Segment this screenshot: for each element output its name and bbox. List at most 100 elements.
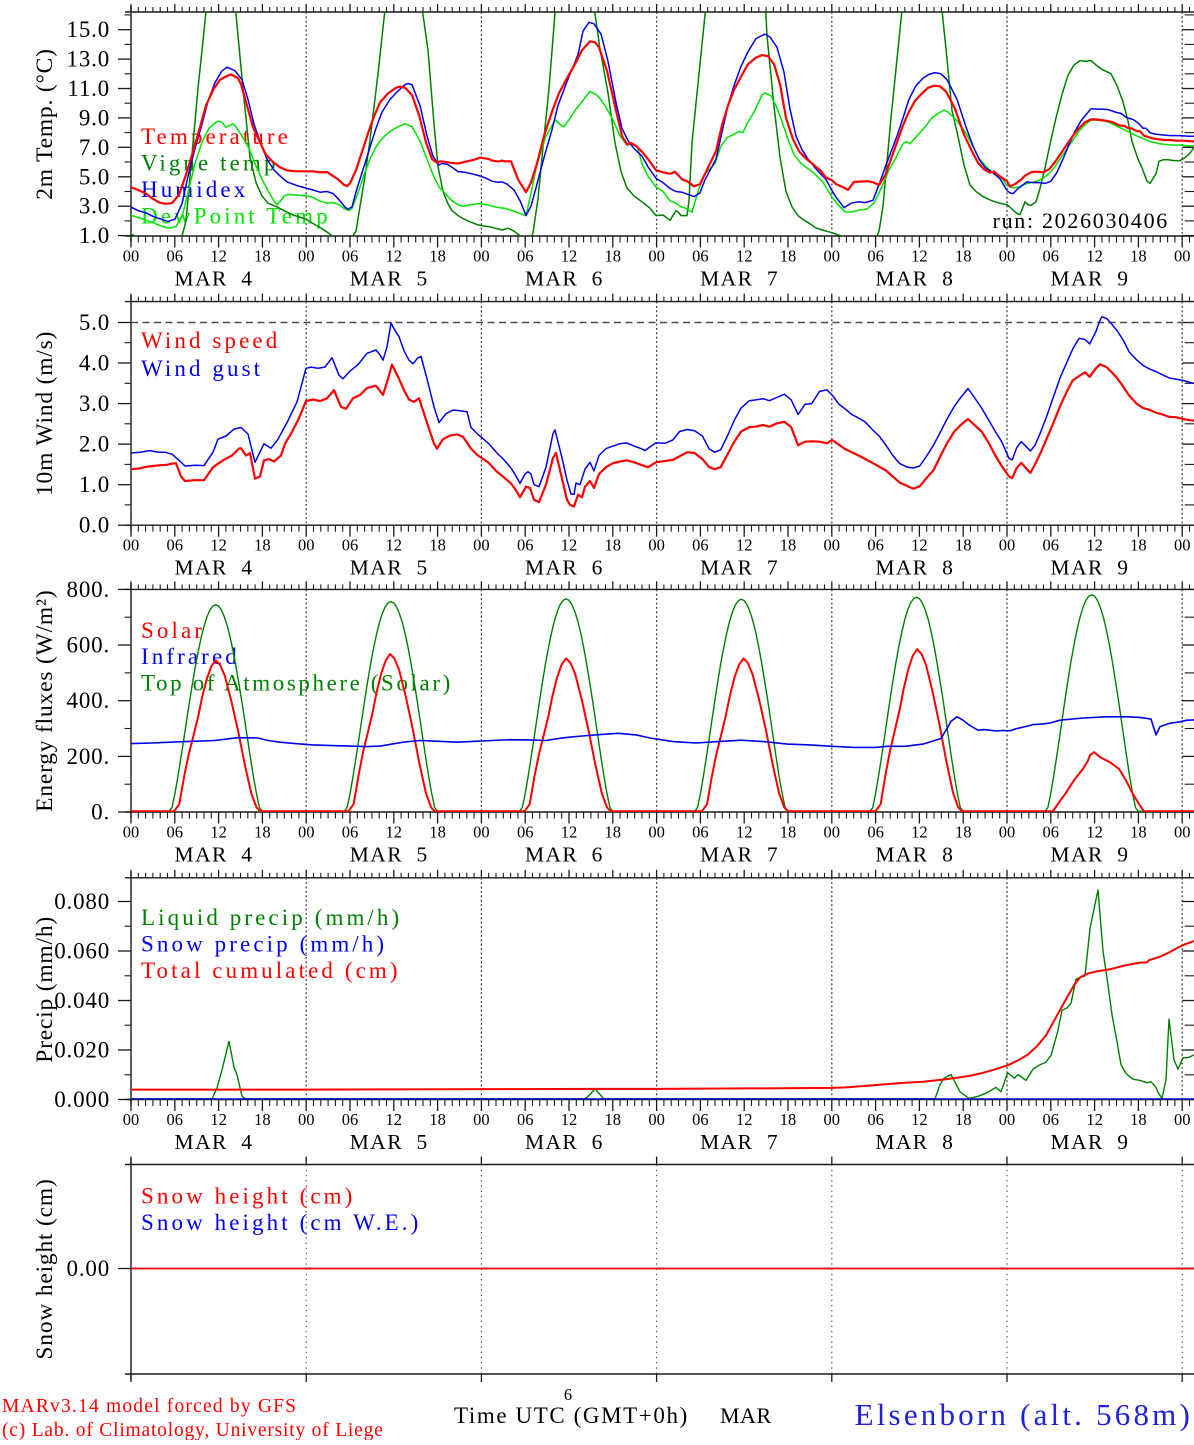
svg-text:06: 06	[692, 247, 709, 266]
svg-text:11.0: 11.0	[67, 76, 110, 101]
svg-text:00: 00	[648, 1110, 665, 1129]
svg-text:4.0: 4.0	[79, 351, 110, 376]
svg-text:MAR 4: MAR 4	[175, 267, 254, 291]
svg-text:06: 06	[867, 536, 884, 555]
svg-text:12: 12	[1086, 536, 1103, 555]
svg-text:MAR 5: MAR 5	[350, 1130, 429, 1154]
svg-text:00: 00	[999, 1110, 1016, 1129]
svg-text:MAR 7: MAR 7	[700, 1130, 779, 1154]
svg-text:00: 00	[1174, 823, 1191, 842]
svg-text:18: 18	[254, 536, 271, 555]
svg-text:12: 12	[911, 1110, 928, 1129]
svg-text:18: 18	[429, 1110, 446, 1129]
svg-text:00: 00	[999, 536, 1016, 555]
svg-text:00: 00	[298, 1110, 315, 1129]
svg-text:Liquid precip (mm/h): Liquid precip (mm/h)	[141, 905, 402, 930]
svg-text:MAR 9: MAR 9	[1051, 267, 1130, 291]
svg-text:00: 00	[123, 823, 140, 842]
svg-text:00: 00	[1174, 1110, 1191, 1129]
svg-text:0.040: 0.040	[54, 988, 110, 1013]
svg-text:Snow height (cm): Snow height (cm)	[141, 1183, 355, 1208]
svg-text:MAR: MAR	[720, 1403, 772, 1428]
svg-text:(c) Lab. of Climatology, Unive: (c) Lab. of Climatology, University of L…	[2, 1420, 384, 1440]
svg-text:15.0: 15.0	[67, 17, 110, 42]
svg-text:18: 18	[254, 823, 271, 842]
svg-text:Energy fluxes (W/m²): Energy fluxes (W/m²)	[32, 590, 58, 812]
svg-text:Snow height (cm): Snow height (cm)	[32, 1178, 58, 1359]
svg-text:0.080: 0.080	[54, 889, 110, 914]
svg-text:13.0: 13.0	[67, 47, 110, 72]
svg-text:MAR 9: MAR 9	[1051, 1130, 1130, 1154]
svg-text:06: 06	[517, 823, 534, 842]
svg-text:18: 18	[780, 823, 797, 842]
svg-text:Wind speed: Wind speed	[141, 328, 280, 353]
svg-text:2m Temp. (°C): 2m Temp. (°C)	[32, 48, 58, 200]
svg-text:MAR 5: MAR 5	[350, 843, 429, 867]
svg-text:18: 18	[955, 536, 972, 555]
svg-text:12: 12	[210, 1110, 227, 1129]
svg-text:06: 06	[167, 247, 184, 266]
svg-text:Top of Atmosphere (Solar): Top of Atmosphere (Solar)	[141, 671, 453, 696]
svg-text:18: 18	[780, 1110, 797, 1129]
svg-text:MAR 8: MAR 8	[875, 843, 954, 867]
svg-text:2.0: 2.0	[79, 432, 110, 457]
svg-text:10m Wind (m/s): 10m Wind (m/s)	[32, 331, 58, 496]
svg-text:12: 12	[386, 823, 403, 842]
svg-text:06: 06	[167, 823, 184, 842]
svg-text:MAR 8: MAR 8	[875, 556, 954, 580]
svg-text:18: 18	[254, 247, 271, 266]
svg-text:06: 06	[167, 536, 184, 555]
svg-text:MAR 9: MAR 9	[1051, 843, 1130, 867]
svg-text:Time UTC (GMT+0h): Time UTC (GMT+0h)	[454, 1403, 689, 1428]
svg-text:Wind gust: Wind gust	[141, 356, 263, 381]
svg-text:3.0: 3.0	[79, 391, 110, 416]
svg-text:06: 06	[342, 823, 359, 842]
svg-text:06: 06	[342, 536, 359, 555]
svg-text:Snow precip (mm/h): Snow precip (mm/h)	[141, 932, 387, 957]
svg-text:5.0: 5.0	[79, 310, 110, 335]
svg-text:Infrared: Infrared	[141, 644, 240, 669]
svg-text:12: 12	[386, 536, 403, 555]
svg-text:18: 18	[605, 823, 622, 842]
svg-text:06: 06	[342, 247, 359, 266]
svg-text:00: 00	[648, 823, 665, 842]
svg-text:600.: 600.	[67, 633, 110, 658]
svg-text:12: 12	[911, 536, 928, 555]
svg-text:12: 12	[1086, 1110, 1103, 1129]
svg-text:Precip (mm/h): Precip (mm/h)	[32, 916, 58, 1063]
svg-text:MAR 8: MAR 8	[875, 1130, 954, 1154]
svg-text:18: 18	[955, 247, 972, 266]
svg-text:18: 18	[780, 247, 797, 266]
svg-text:0.: 0.	[91, 800, 110, 825]
svg-text:6: 6	[564, 1385, 572, 1404]
svg-text:18: 18	[1130, 1110, 1147, 1129]
svg-text:00: 00	[999, 247, 1016, 266]
svg-text:06: 06	[867, 1110, 884, 1129]
svg-text:Temperature: Temperature	[141, 124, 291, 149]
svg-text:MARv3.14 model forced by GFS: MARv3.14 model forced by GFS	[2, 1396, 297, 1417]
svg-text:18: 18	[955, 1110, 972, 1129]
svg-text:MAR 6: MAR 6	[525, 1130, 604, 1154]
svg-text:00: 00	[473, 536, 490, 555]
svg-text:18: 18	[1130, 823, 1147, 842]
svg-text:00: 00	[824, 823, 841, 842]
svg-text:00: 00	[298, 247, 315, 266]
svg-text:00: 00	[123, 1110, 140, 1129]
svg-text:18: 18	[605, 536, 622, 555]
svg-text:12: 12	[210, 247, 227, 266]
svg-text:00: 00	[824, 247, 841, 266]
svg-text:00: 00	[298, 536, 315, 555]
svg-text:Total cumulated (cm): Total cumulated (cm)	[141, 958, 401, 983]
svg-text:06: 06	[1043, 247, 1060, 266]
svg-text:9.0: 9.0	[79, 105, 110, 130]
svg-text:12: 12	[1086, 823, 1103, 842]
svg-text:06: 06	[867, 247, 884, 266]
svg-text:06: 06	[517, 536, 534, 555]
svg-text:12: 12	[736, 823, 753, 842]
svg-text:12: 12	[736, 1110, 753, 1129]
svg-text:00: 00	[824, 536, 841, 555]
svg-text:18: 18	[429, 247, 446, 266]
svg-text:00: 00	[473, 823, 490, 842]
svg-text:0.00: 0.00	[67, 1256, 110, 1281]
svg-text:MAR 8: MAR 8	[875, 267, 954, 291]
